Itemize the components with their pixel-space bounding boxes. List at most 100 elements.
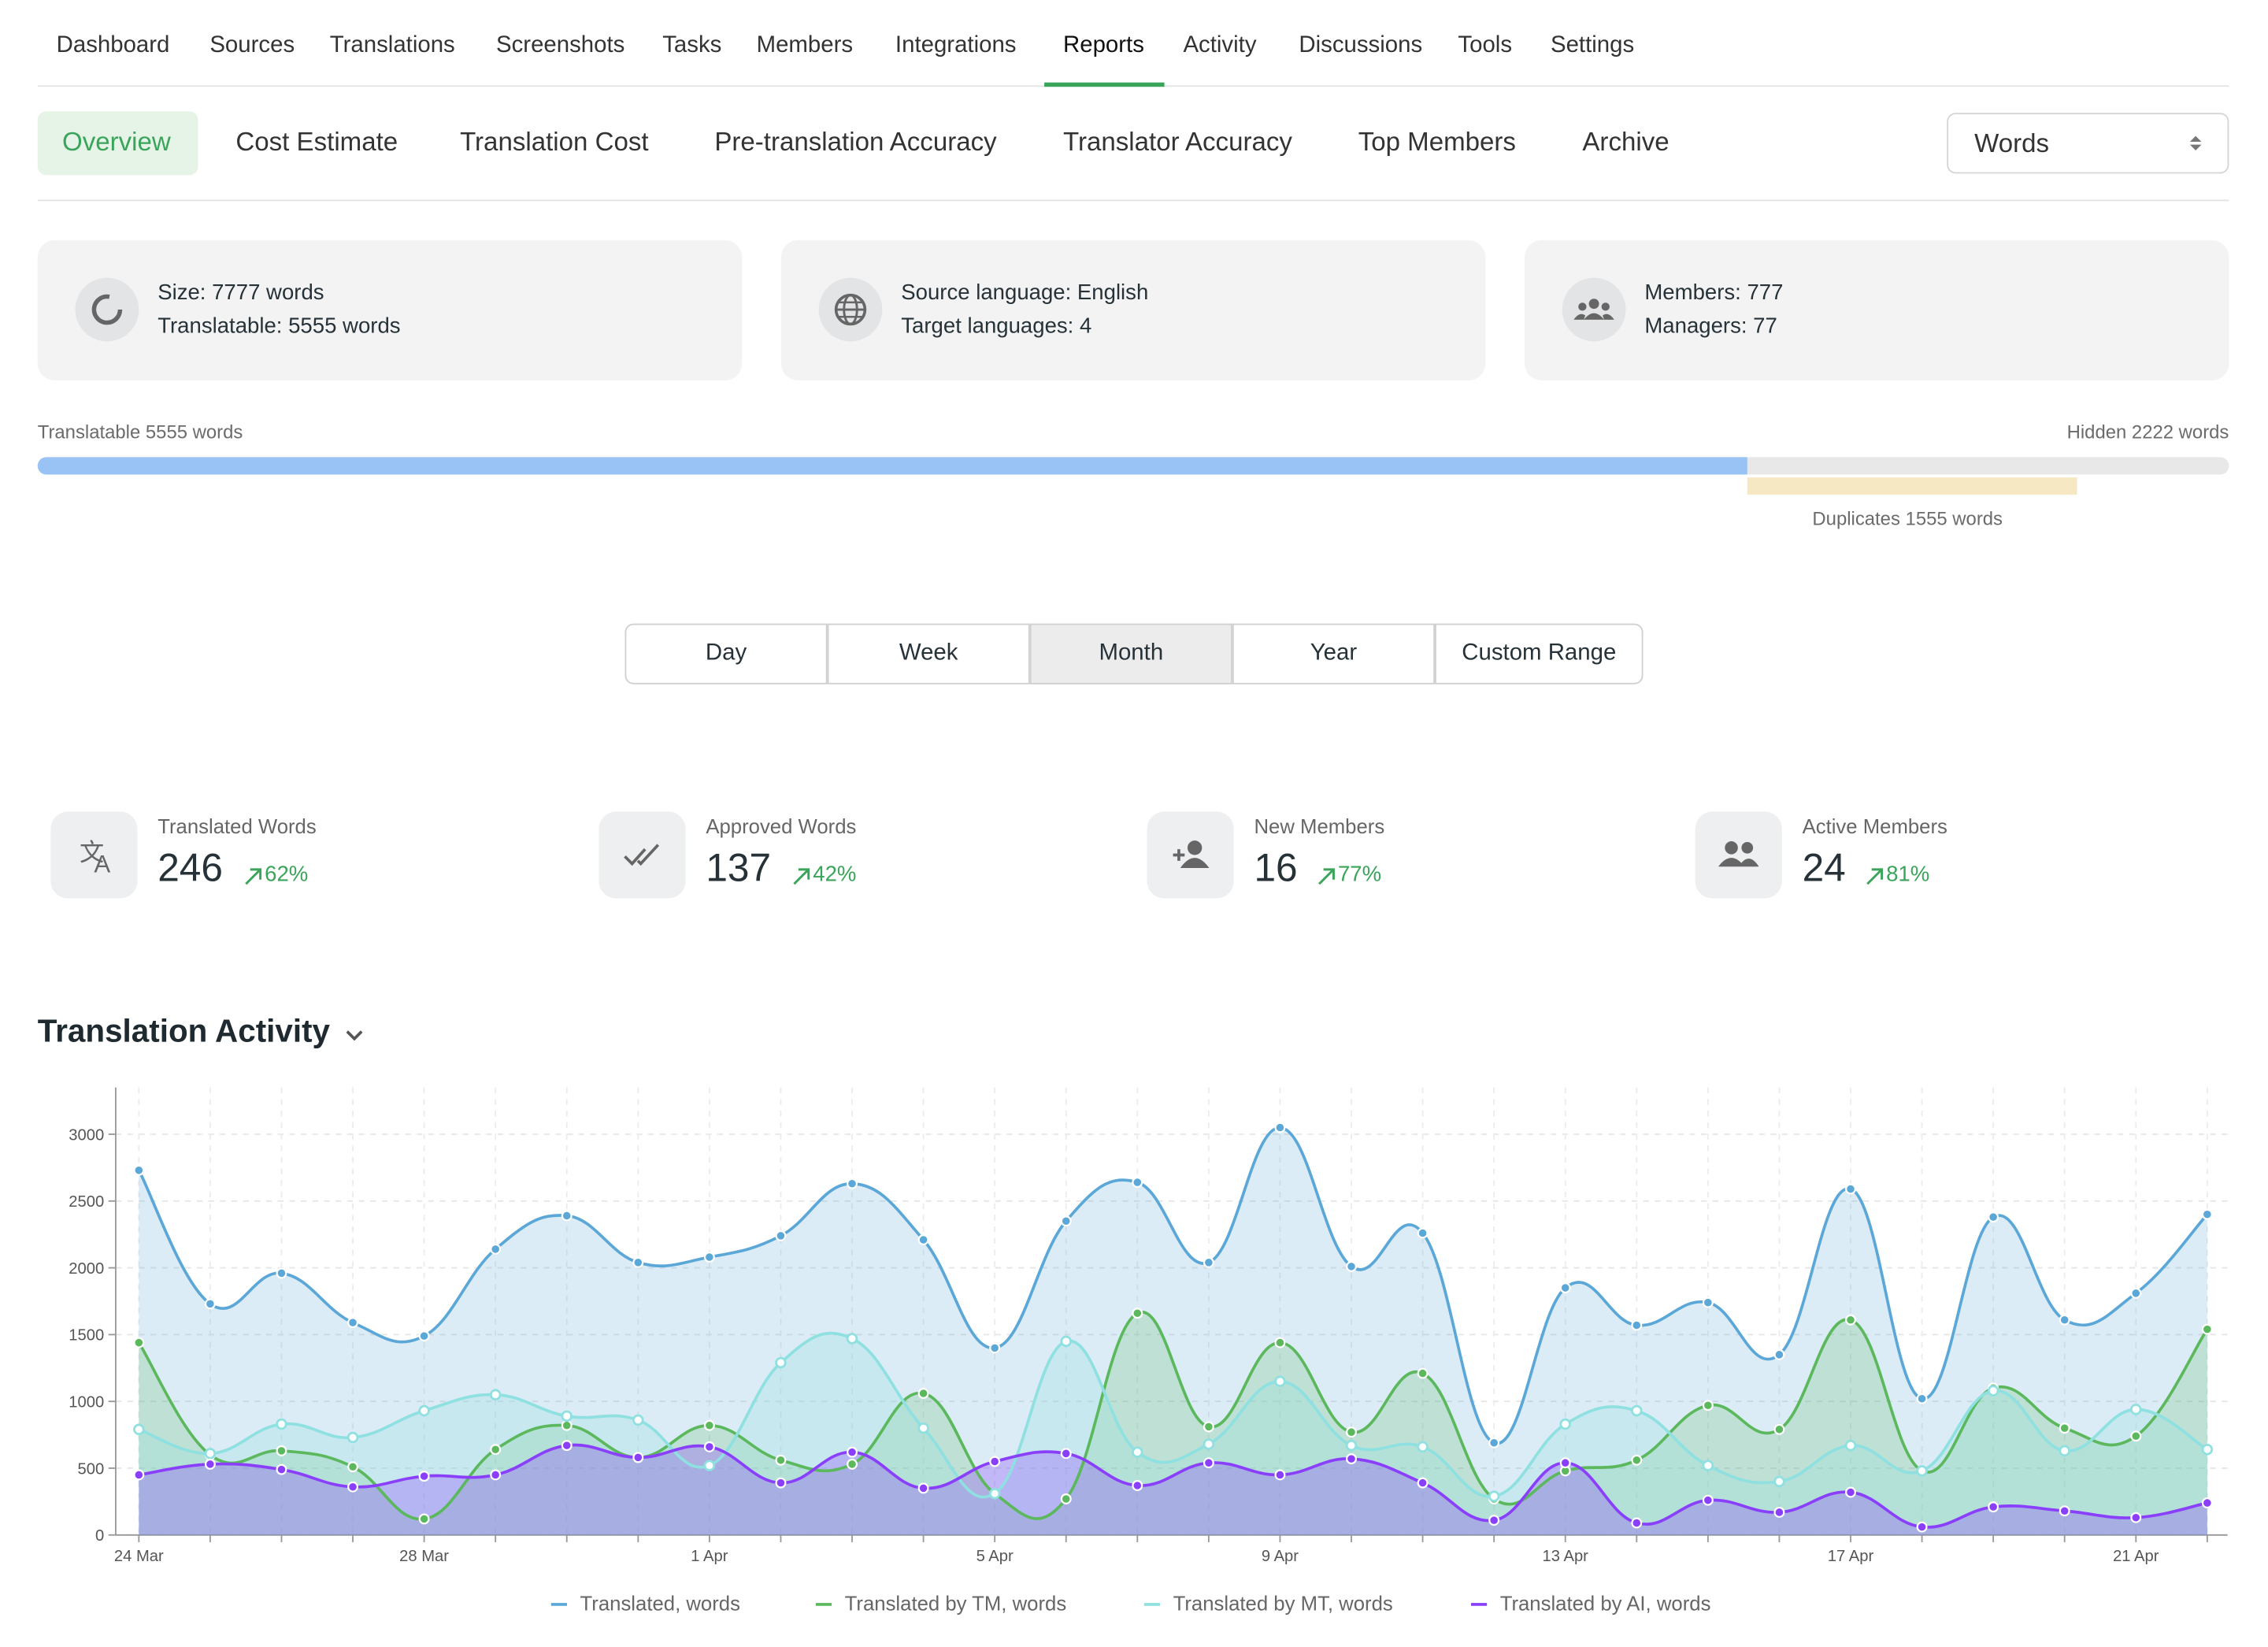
- divider: [38, 199, 2229, 201]
- data-point: [206, 1460, 215, 1469]
- info-line: Members: 777: [1644, 280, 1783, 305]
- data-point: [491, 1445, 500, 1454]
- data-point: [348, 1462, 358, 1471]
- data-point: [420, 1331, 429, 1341]
- subnav-tab[interactable]: Pre-translation Accuracy: [714, 128, 996, 158]
- subnav-tab-active[interactable]: Overview: [62, 128, 171, 158]
- select-arrows: [2188, 133, 2203, 154]
- x-tick-label: 17 Apr: [1828, 1548, 1874, 1565]
- nav-tab[interactable]: Sources: [209, 33, 295, 59]
- stat-value: 16: [1254, 846, 1297, 891]
- icon: [76, 278, 139, 342]
- data-point: [134, 1338, 143, 1348]
- data-point: [847, 1179, 857, 1189]
- data-point: [134, 1471, 143, 1480]
- nav-tab[interactable]: Tasks: [662, 33, 721, 59]
- legend-item[interactable]: Translated, words: [551, 1591, 740, 1614]
- data-point: [1418, 1478, 1428, 1488]
- data-point: [1561, 1458, 1570, 1467]
- data-point: [562, 1211, 572, 1221]
- progress-label: Hidden 2222 words: [2067, 421, 2229, 443]
- data-point: [1062, 1494, 1071, 1504]
- data-point: [2131, 1289, 2140, 1298]
- info-line: Size: 7777 words: [158, 280, 324, 305]
- data-point: [1062, 1449, 1071, 1458]
- y-tick-label: 2000: [69, 1260, 104, 1278]
- stat-change: 81%: [1886, 862, 1929, 887]
- data-point: [562, 1441, 572, 1450]
- nav-tab[interactable]: Translations: [330, 33, 455, 59]
- y-tick-label: 1000: [69, 1394, 104, 1411]
- period-button[interactable]: Week: [828, 624, 1030, 684]
- data-point: [562, 1421, 572, 1430]
- subnav-tab[interactable]: Translator Accuracy: [1063, 128, 1292, 158]
- period-button[interactable]: Day: [624, 624, 827, 684]
- nav-tab-active[interactable]: Reports: [1063, 33, 1144, 59]
- unit-select[interactable]: Words: [1947, 113, 2229, 173]
- data-point: [277, 1269, 287, 1278]
- stat-change: 42%: [813, 862, 856, 887]
- data-point: [2203, 1210, 2212, 1219]
- chevron[interactable]: [344, 1026, 365, 1046]
- progress-translatable: [38, 457, 1747, 474]
- data-point: [990, 1457, 999, 1467]
- legend-item[interactable]: Translated by TM, words: [816, 1591, 1066, 1614]
- subnav-tab[interactable]: Translation Cost: [460, 128, 648, 158]
- period-button[interactable]: Custom Range: [1435, 624, 1643, 684]
- nav-tab[interactable]: Members: [757, 33, 853, 59]
- data-point: [633, 1453, 643, 1463]
- subnav-tab[interactable]: Cost Estimate: [235, 128, 398, 158]
- data-point: [348, 1482, 358, 1492]
- x-tick-label: 13 Apr: [1543, 1548, 1589, 1565]
- data-point: [633, 1258, 643, 1267]
- period-button[interactable]: Year: [1232, 624, 1435, 684]
- data-point: [420, 1471, 429, 1481]
- data-point: [2203, 1325, 2212, 1334]
- nav-tab[interactable]: Dashboard: [57, 33, 170, 59]
- trend-icon: [1865, 866, 1885, 887]
- legend-item[interactable]: Translated by MT, words: [1144, 1591, 1393, 1614]
- data-point: [491, 1245, 500, 1254]
- y-tick-label: 2500: [69, 1193, 104, 1211]
- data-point: [1846, 1488, 1855, 1497]
- info-line: Managers: 77: [1644, 314, 1777, 339]
- info-card: Size: 7777 words Translatable: 5555 word…: [38, 240, 742, 380]
- nav-tab[interactable]: Settings: [1551, 33, 1634, 59]
- data-point: [1918, 1394, 1927, 1404]
- select-value: Words: [1974, 128, 2049, 159]
- y-tick-label: 1500: [69, 1327, 104, 1345]
- data-point: [1561, 1283, 1570, 1293]
- data-point: [919, 1389, 928, 1398]
- nav-tab[interactable]: Tools: [1458, 33, 1512, 59]
- info-line: Translatable: 5555 words: [158, 314, 400, 339]
- nav-tab[interactable]: Integrations: [895, 33, 1017, 59]
- data-point: [1988, 1502, 1998, 1512]
- stat-value: 137: [706, 846, 771, 891]
- stat-label: New Members: [1254, 814, 1384, 837]
- data-point: [1132, 1308, 1142, 1318]
- data-point: [420, 1515, 429, 1524]
- data-point: [1703, 1496, 1713, 1505]
- subnav-tab[interactable]: Top Members: [1358, 128, 1516, 158]
- subnav-tab[interactable]: Archive: [1582, 128, 1669, 158]
- nav-tab[interactable]: Activity: [1183, 33, 1256, 59]
- legend-swatch: [1471, 1604, 1487, 1607]
- info-card: Source language: English Target language…: [781, 240, 1485, 380]
- trend-icon: [243, 866, 264, 887]
- data-point: [1703, 1298, 1713, 1308]
- nav-tab[interactable]: Discussions: [1299, 33, 1422, 59]
- period-button-active[interactable]: Month: [1030, 624, 1232, 684]
- legend-item[interactable]: Translated by AI, words: [1471, 1591, 1710, 1614]
- data-point: [348, 1318, 358, 1327]
- stat-value: 24: [1803, 846, 1846, 891]
- data-point: [1489, 1515, 1499, 1525]
- legend-swatch: [816, 1604, 832, 1607]
- chart: 05001000150020002500300024 Mar28 Mar1 Ap…: [0, 1070, 2268, 1577]
- data-point: [1418, 1369, 1428, 1378]
- data-point: [1775, 1508, 1784, 1517]
- data-point: [206, 1300, 215, 1309]
- data-point: [705, 1421, 714, 1430]
- nav-tab[interactable]: Screenshots: [496, 33, 624, 59]
- stat-value: 246: [158, 846, 223, 891]
